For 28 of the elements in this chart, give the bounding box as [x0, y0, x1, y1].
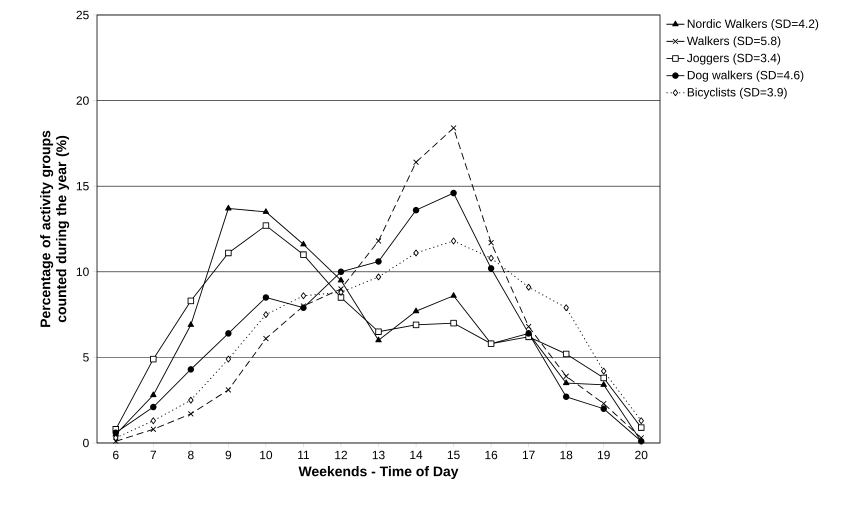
x-tick-label: 6: [113, 450, 119, 460]
y-tick-label: 25: [76, 10, 89, 20]
x-tick-label: 19: [598, 450, 610, 460]
x-tick-label: 18: [560, 450, 572, 460]
x-tick-label: 10: [260, 450, 272, 460]
legend-label: Dog walkers (SD=4.6): [688, 70, 804, 82]
legend-label: Nordic Walkers (SD=4.2): [688, 19, 818, 30]
x-tick-label: 13: [372, 450, 385, 460]
x-tick-label: 15: [448, 450, 460, 460]
legend-label: Walkers (SD=5.8): [686, 36, 780, 48]
y-tick-label: 20: [76, 96, 89, 105]
x-tick-label: 8: [188, 450, 194, 460]
x-tick-label: 9: [226, 450, 232, 460]
x-tick-label: 12: [335, 450, 348, 460]
y-tick-label: 15: [76, 182, 89, 190]
y-tick-label: 0: [83, 438, 89, 448]
x-tick-label: 7: [150, 450, 156, 459]
x-axis-title: Weekends - Time of Day: [298, 466, 458, 480]
x-tick-label: 16: [485, 450, 498, 460]
y-axis-title: Percentage of activity groups counted during the year (%): [40, 130, 70, 327]
x-tick-label: 20: [635, 450, 648, 460]
legend-label: Bicyclists (SD=3.9): [688, 88, 787, 99]
legend-label: Joggers (SD=3.4): [687, 53, 780, 65]
x-tick-label: 14: [410, 450, 422, 459]
y-tick-label: 10: [76, 268, 89, 276]
y-tick-label: 5: [83, 353, 89, 362]
x-tick-label: 11: [298, 450, 310, 459]
x-tick-label: 17: [522, 450, 535, 459]
